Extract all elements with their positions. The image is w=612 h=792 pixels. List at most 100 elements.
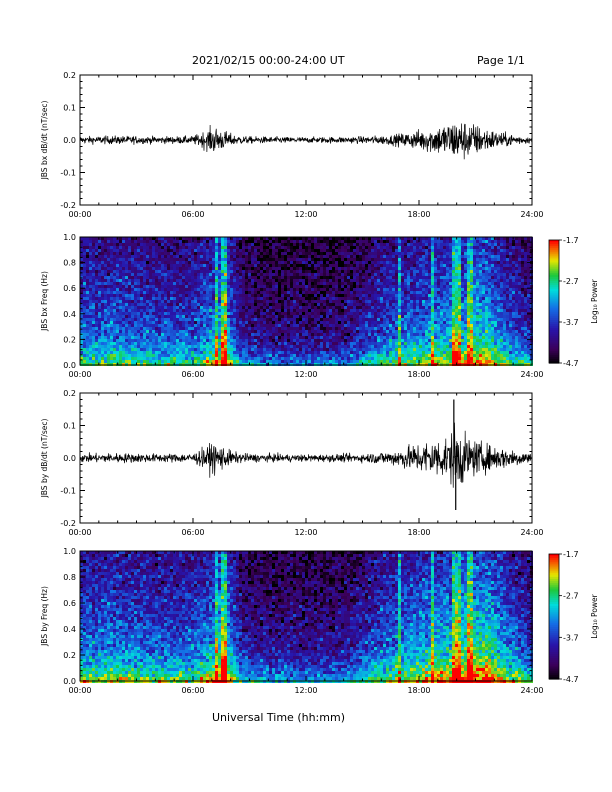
spectrogram-cell: [383, 330, 386, 333]
spectrogram-cell: [185, 237, 188, 240]
spectrogram-cell: [404, 339, 407, 342]
spectrogram-cell: [233, 327, 236, 330]
spectrogram-cell: [395, 342, 398, 345]
spectrogram-cell: [383, 324, 386, 327]
spectrogram-cell: [371, 261, 374, 264]
spectrogram-cell: [326, 297, 329, 300]
spectrogram-cell: [137, 264, 140, 267]
spectrogram-cell: [251, 258, 254, 261]
spectrogram-cell: [395, 291, 398, 294]
spectrogram-cell: [245, 270, 248, 273]
spectrogram-cell: [143, 243, 146, 246]
spectrogram-cell: [395, 261, 398, 264]
spectrogram-cell: [254, 330, 257, 333]
spectrogram-cell: [386, 255, 389, 258]
spectrogram-cell: [263, 321, 266, 324]
spectrogram-cell: [227, 303, 230, 306]
spectrogram-cell: [158, 237, 161, 240]
spectrogram-cell: [299, 318, 302, 321]
spectrogram-cell: [371, 354, 374, 357]
spectrogram-cell: [386, 312, 389, 315]
spectrogram-cell: [194, 336, 197, 339]
spectrogram-cell: [416, 243, 419, 246]
spectrogram-cell: [371, 342, 374, 345]
spectrogram-cell: [215, 315, 218, 318]
spectrogram-cell: [347, 276, 350, 279]
spectrogram-cell: [206, 270, 209, 273]
spectrogram-cell: [281, 333, 284, 336]
spectrogram-cell: [242, 294, 245, 297]
spectrogram-cell: [419, 240, 422, 243]
spectrogram-cell: [179, 294, 182, 297]
spectrogram-cell: [341, 306, 344, 309]
spectrogram-cell: [212, 240, 215, 243]
spectrogram-cell: [155, 333, 158, 336]
spectrogram-cell: [413, 345, 416, 348]
spectrogram-cell: [413, 357, 416, 360]
spectrogram-cell: [248, 330, 251, 333]
spectrogram-cell: [344, 255, 347, 258]
spectrogram-cell: [308, 276, 311, 279]
spectrogram-cell: [119, 297, 122, 300]
spectrogram-cell: [161, 297, 164, 300]
spectrogram-cell: [134, 237, 137, 240]
spectrogram-cell: [371, 258, 374, 261]
spectrogram-cell: [158, 321, 161, 324]
spectrogram-cell: [233, 315, 236, 318]
spectrogram-cell: [239, 348, 242, 351]
spectrogram-cell: [359, 243, 362, 246]
spectrogram-cell: [371, 282, 374, 285]
spectrogram-cell: [263, 273, 266, 276]
spectrogram-cell: [359, 285, 362, 288]
spectrogram-cell: [263, 264, 266, 267]
spectrogram-cell: [287, 255, 290, 258]
spectrogram-cell: [140, 255, 143, 258]
spectrogram-cell: [302, 321, 305, 324]
spectrogram-cell: [146, 300, 149, 303]
spectrogram-cell: [131, 348, 134, 351]
spectrogram-cell: [155, 270, 158, 273]
spectrogram-cell: [365, 342, 368, 345]
spectrogram-cell: [302, 279, 305, 282]
spectrogram-cell: [206, 351, 209, 354]
spectrogram-cell: [176, 324, 179, 327]
spectrogram-cell: [95, 240, 98, 243]
spectrogram-cell: [242, 318, 245, 321]
spectrogram-cell: [275, 240, 278, 243]
spectrogram-cell: [86, 300, 89, 303]
spectrogram-cell: [149, 270, 152, 273]
spectrogram-cell: [317, 360, 320, 363]
spectrogram-cell: [362, 279, 365, 282]
spectrogram-cell: [119, 288, 122, 291]
spectrogram-cell: [371, 285, 374, 288]
spectrogram-cell: [383, 258, 386, 261]
spectrogram-cell: [326, 330, 329, 333]
spectrogram-cell: [371, 276, 374, 279]
spectrogram-cell: [320, 327, 323, 330]
spectrogram-cell: [314, 324, 317, 327]
spectrogram-cell: [269, 318, 272, 321]
spectrogram-cell: [158, 261, 161, 264]
spectrogram-cell: [116, 249, 119, 252]
spectrogram-cell: [329, 357, 332, 360]
spectrogram-cell: [92, 327, 95, 330]
spectrogram-cell: [398, 273, 401, 276]
spectrogram-cell: [155, 309, 158, 312]
spectrogram-cell: [386, 267, 389, 270]
spectrogram-cell: [164, 342, 167, 345]
spectrogram-cell: [329, 351, 332, 354]
spectrogram-cell: [350, 354, 353, 357]
spectrogram-cell: [380, 339, 383, 342]
spectrogram-cell: [263, 255, 266, 258]
spectrogram-cell: [350, 300, 353, 303]
spectrogram-cell: [254, 336, 257, 339]
spectrogram-cell: [380, 348, 383, 351]
spectrogram-cell: [272, 243, 275, 246]
spectrogram-cell: [410, 312, 413, 315]
spectrogram-cell: [227, 309, 230, 312]
spectrogram-cell: [260, 309, 263, 312]
spectrogram-cell: [152, 330, 155, 333]
spectrogram-cell: [143, 333, 146, 336]
spectrogram-cell: [410, 342, 413, 345]
spectrogram-cell: [194, 258, 197, 261]
